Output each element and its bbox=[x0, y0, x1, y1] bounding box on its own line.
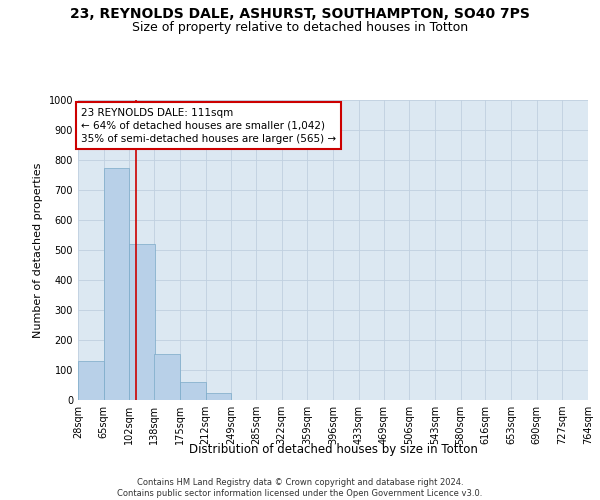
Bar bbox=[129, 244, 155, 400]
Bar bbox=[78, 361, 104, 400]
Bar bbox=[205, 394, 231, 400]
Bar bbox=[154, 354, 180, 400]
Text: Size of property relative to detached houses in Totton: Size of property relative to detached ho… bbox=[132, 21, 468, 34]
Text: 23, REYNOLDS DALE, ASHURST, SOUTHAMPTON, SO40 7PS: 23, REYNOLDS DALE, ASHURST, SOUTHAMPTON,… bbox=[70, 8, 530, 22]
Y-axis label: Number of detached properties: Number of detached properties bbox=[33, 162, 43, 338]
Bar bbox=[104, 168, 129, 400]
Bar bbox=[180, 382, 205, 400]
Text: Distribution of detached houses by size in Totton: Distribution of detached houses by size … bbox=[188, 442, 478, 456]
Text: Contains HM Land Registry data © Crown copyright and database right 2024.
Contai: Contains HM Land Registry data © Crown c… bbox=[118, 478, 482, 498]
Text: 23 REYNOLDS DALE: 111sqm
← 64% of detached houses are smaller (1,042)
35% of sem: 23 REYNOLDS DALE: 111sqm ← 64% of detach… bbox=[81, 108, 336, 144]
